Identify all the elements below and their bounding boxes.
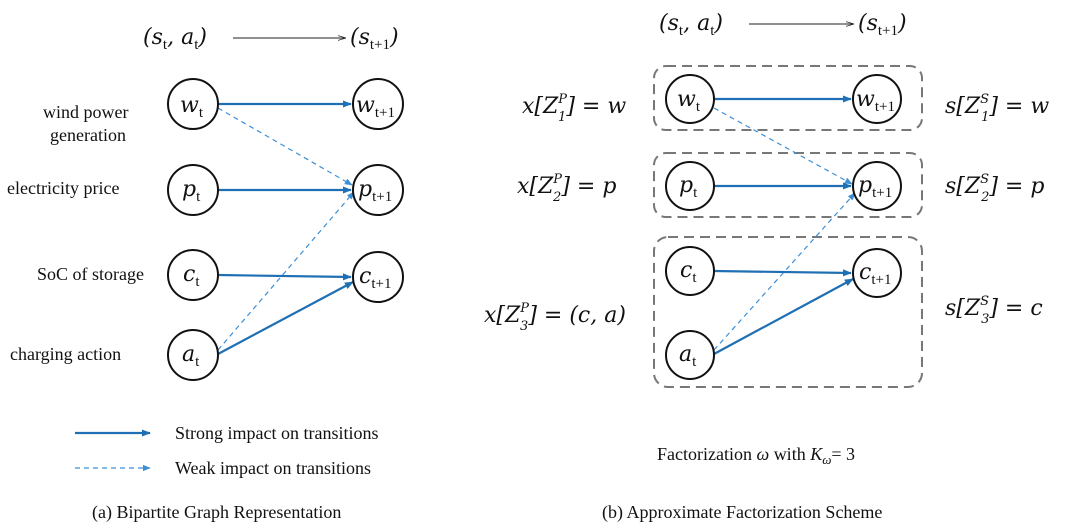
row-label-soc: SoC of storage — [37, 264, 144, 284]
svg-text:wt+1: wt+1 — [356, 93, 395, 121]
svg-text:pt+1: pt+1 — [858, 173, 892, 201]
row-label-wind-2: generation — [50, 125, 126, 145]
row-label-price: electricity price — [7, 178, 119, 198]
node-b-c-t: ct — [665, 246, 715, 296]
right-label-1: s[ZS 1] = w — [945, 92, 1049, 125]
legend: Strong impact on transitions Weak impact… — [75, 423, 378, 478]
svg-text:wt: wt — [180, 93, 204, 121]
node-b-p-t: pt — [665, 161, 715, 211]
svg-text:pt: pt — [679, 173, 698, 201]
edge-b-weak-w-to-p — [713, 107, 853, 185]
factor-box-3 — [653, 236, 923, 388]
panel-a: (st, at) (st+1) wind power generation el… — [7, 25, 404, 523]
edge-b-weak-a-to-p — [713, 192, 856, 351]
svg-text:ct+1: ct+1 — [359, 264, 391, 292]
caption-b: (b) Approximate Factorization Scheme — [602, 502, 882, 523]
row-label-action: charging action — [10, 344, 121, 364]
node-a-p-t: pt — [167, 164, 219, 216]
factor-box-1 — [653, 65, 923, 131]
edge-b-strong-a-to-c — [713, 278, 854, 355]
node-a-p-t1: pt+1 — [352, 164, 404, 216]
node-b-p-t1: pt+1 — [852, 161, 902, 211]
panel-b-header-right: (st+1) — [858, 11, 907, 39]
node-a-c-t1: ct+1 — [352, 251, 404, 303]
panel-b: (st, at) (st+1) x[ZP 1] = w x[ZP 2] = p x[… — [484, 11, 1049, 523]
svg-text:wt+1: wt+1 — [856, 87, 895, 115]
svg-text:pt: pt — [182, 177, 201, 205]
row-label-wind-1: wind power — [43, 102, 128, 122]
factorization-label: Factorization ω with Kω= 3 — [657, 444, 855, 467]
edge-b-strong-c — [713, 269, 852, 277]
legend-strong-label: Strong impact on transitions — [175, 423, 378, 443]
caption-a: (a) Bipartite Graph Representation — [92, 502, 341, 523]
edge-weak-a-to-p — [217, 191, 355, 351]
node-b-w-t1: wt+1 — [852, 74, 902, 124]
legend-weak-label: Weak impact on transitions — [175, 458, 371, 478]
svg-text:at: at — [182, 342, 200, 370]
svg-text:ct: ct — [183, 262, 200, 290]
edge-strong-a-to-c — [217, 281, 354, 355]
factor-box-2 — [653, 152, 923, 218]
svg-text:wt: wt — [677, 87, 701, 115]
node-a-w-t: wt — [167, 78, 219, 130]
panel-a-header-right: (st+1) — [350, 25, 399, 53]
node-b-c-t1: ct+1 — [852, 248, 902, 298]
left-label-1: x[ZP 1] = w — [522, 92, 626, 125]
edge-weak-w-to-p — [217, 107, 353, 186]
panel-a-header-left: (st, at) — [143, 25, 207, 53]
node-b-a-t: at — [665, 330, 715, 380]
svg-text:at: at — [679, 342, 697, 370]
node-a-w-t1: wt+1 — [352, 78, 404, 130]
node-b-w-t: wt — [665, 74, 715, 124]
right-label-2: s[ZS 2] = p — [945, 172, 1044, 205]
panel-b-header-left: (st, at) — [659, 11, 723, 39]
node-a-a-t: at — [167, 329, 219, 381]
node-a-c-t: ct — [167, 249, 219, 301]
right-label-3: s[ZS 3] = c — [945, 294, 1043, 327]
left-label-2: x[ZP 2] = p — [517, 172, 616, 205]
svg-text:pt+1: pt+1 — [358, 177, 392, 205]
svg-text:ct: ct — [680, 258, 697, 286]
edge-strong-c — [217, 273, 352, 281]
svg-text:ct+1: ct+1 — [859, 260, 891, 288]
left-label-3: x[ZP 3] = (c, a) — [484, 301, 626, 334]
